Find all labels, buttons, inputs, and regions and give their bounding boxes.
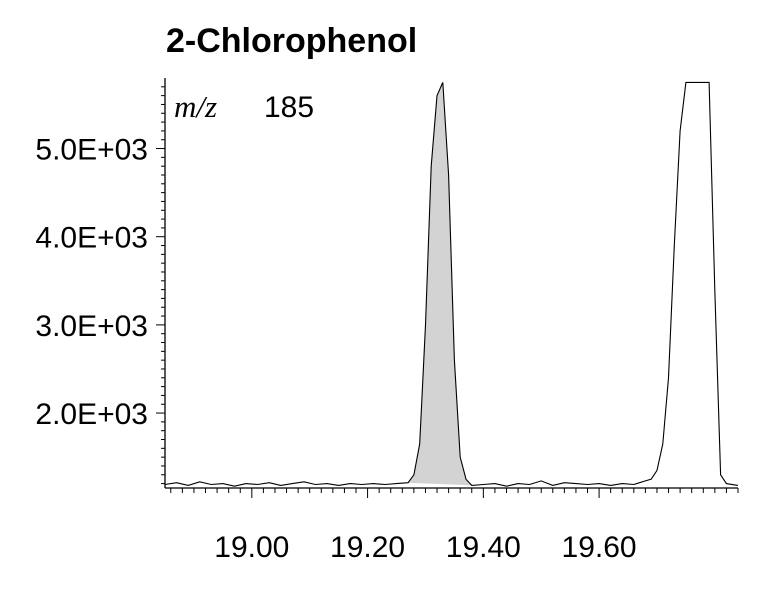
mz-annotation: m/z 185 [174,89,314,124]
y-tick-label: 2.0E+03 [35,398,148,431]
peak-area-fill [408,82,472,486]
series-line-group [164,81,739,487]
chromatogram-trace [164,81,739,487]
mz-label: m/z [174,89,217,124]
x-tick-label: 19.40 [446,531,521,564]
y-tick-label: 4.0E+03 [35,222,148,255]
chart-title: 2-Chlorophenol [166,22,418,60]
axes: 2.0E+03 3.0E+03 4.0E+03 5.0E+03 19.00 19.20 19… [35,78,739,564]
y-tick-label: 3.0E+03 [35,310,148,343]
mz-value: 185 [264,91,314,124]
x-tick-label: 19.00 [214,531,289,564]
shaded-peak-area [408,82,472,486]
x-tick-label: 19.20 [330,531,405,564]
x-tick-label: 19.60 [562,531,637,564]
y-tick-label: 5.0E+03 [35,134,148,167]
